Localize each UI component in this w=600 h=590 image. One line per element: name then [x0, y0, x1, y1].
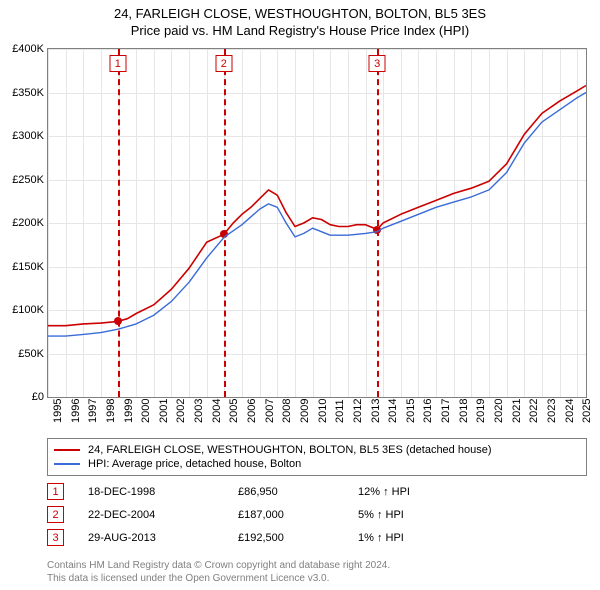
sale-date: 22-DEC-2004 [88, 509, 238, 521]
y-axis-label: £250K [4, 174, 44, 186]
x-axis-label: 1997 [87, 399, 99, 423]
legend-item: 24, FARLEIGH CLOSE, WESTHOUGHTON, BOLTON… [54, 443, 580, 457]
y-axis-label: £0 [4, 391, 44, 403]
x-axis-label: 2002 [175, 399, 187, 423]
sale-date: 29-AUG-2013 [88, 532, 238, 544]
legend-label-0: 24, FARLEIGH CLOSE, WESTHOUGHTON, BOLTON… [88, 444, 491, 456]
x-axis-label: 1998 [105, 399, 117, 423]
x-axis-label: 2004 [211, 399, 223, 423]
y-axis-label: £350K [4, 87, 44, 99]
title-line2: Price paid vs. HM Land Registry's House … [0, 23, 600, 40]
x-axis-label: 2017 [440, 399, 452, 423]
x-axis-label: 2006 [246, 399, 258, 423]
x-axis-label: 2022 [528, 399, 540, 423]
legend-swatch-1 [54, 463, 80, 465]
x-axis-label: 2012 [352, 399, 364, 423]
title-line1: 24, FARLEIGH CLOSE, WESTHOUGHTON, BOLTON… [0, 6, 600, 23]
legend-box: 24, FARLEIGH CLOSE, WESTHOUGHTON, BOLTON… [47, 438, 587, 476]
sales-table: 1 18-DEC-1998 £86,950 12% ↑ HPI 2 22-DEC… [47, 480, 587, 549]
sale-marker-number: 3 [47, 529, 64, 546]
x-axis-label: 2010 [317, 399, 329, 423]
chart-plot-area: £0£50K£100K£150K£200K£250K£300K£350K£400… [47, 48, 587, 398]
sale-hpi: 5% ↑ HPI [358, 509, 478, 521]
chart-lines-svg [48, 49, 586, 397]
x-axis-label: 2025 [581, 399, 593, 423]
x-axis-label: 2009 [299, 399, 311, 423]
footer-line2: This data is licensed under the Open Gov… [47, 572, 587, 585]
x-axis-label: 2011 [334, 399, 346, 423]
x-axis-label: 2014 [387, 399, 399, 423]
chart-title-block: 24, FARLEIGH CLOSE, WESTHOUGHTON, BOLTON… [0, 0, 600, 40]
x-axis-label: 2016 [422, 399, 434, 423]
x-axis-label: 2024 [564, 399, 576, 423]
sale-row: 3 29-AUG-2013 £192,500 1% ↑ HPI [47, 526, 587, 549]
x-axis-label: 2020 [493, 399, 505, 423]
footer-attribution: Contains HM Land Registry data © Crown c… [47, 559, 587, 585]
sale-date: 18-DEC-1998 [88, 486, 238, 498]
y-axis-label: £150K [4, 261, 44, 273]
x-axis-label: 2005 [228, 399, 240, 423]
legend-item: HPI: Average price, detached house, Bolt… [54, 457, 580, 471]
x-axis-label: 2001 [158, 399, 170, 423]
x-axis-label: 2013 [370, 399, 382, 423]
x-axis-label: 2003 [193, 399, 205, 423]
sale-marker-number: 1 [47, 483, 64, 500]
x-axis-label: 1995 [52, 399, 64, 423]
sale-price: £86,950 [238, 486, 358, 498]
x-axis-label: 2007 [264, 399, 276, 423]
x-axis-label: 2008 [281, 399, 293, 423]
legend-label-1: HPI: Average price, detached house, Bolt… [88, 458, 301, 470]
y-axis-label: £400K [4, 43, 44, 55]
footer-line1: Contains HM Land Registry data © Crown c… [47, 559, 587, 572]
x-axis-label: 2018 [458, 399, 470, 423]
sale-hpi: 12% ↑ HPI [358, 486, 478, 498]
y-axis-label: £100K [4, 304, 44, 316]
x-axis-label: 1996 [70, 399, 82, 423]
sale-price: £192,500 [238, 532, 358, 544]
sale-price: £187,000 [238, 509, 358, 521]
sale-marker-number: 2 [47, 506, 64, 523]
y-axis-label: £300K [4, 130, 44, 142]
x-axis-label: 2000 [140, 399, 152, 423]
sale-row: 2 22-DEC-2004 £187,000 5% ↑ HPI [47, 503, 587, 526]
x-axis-label: 2021 [511, 399, 523, 423]
x-axis-label: 2015 [405, 399, 417, 423]
x-axis-label: 2019 [475, 399, 487, 423]
x-axis-label: 2023 [546, 399, 558, 423]
sale-row: 1 18-DEC-1998 £86,950 12% ↑ HPI [47, 480, 587, 503]
legend-swatch-0 [54, 449, 80, 451]
sale-hpi: 1% ↑ HPI [358, 532, 478, 544]
x-axis-label: 1999 [123, 399, 135, 423]
y-axis-label: £50K [4, 348, 44, 360]
y-axis-label: £200K [4, 217, 44, 229]
